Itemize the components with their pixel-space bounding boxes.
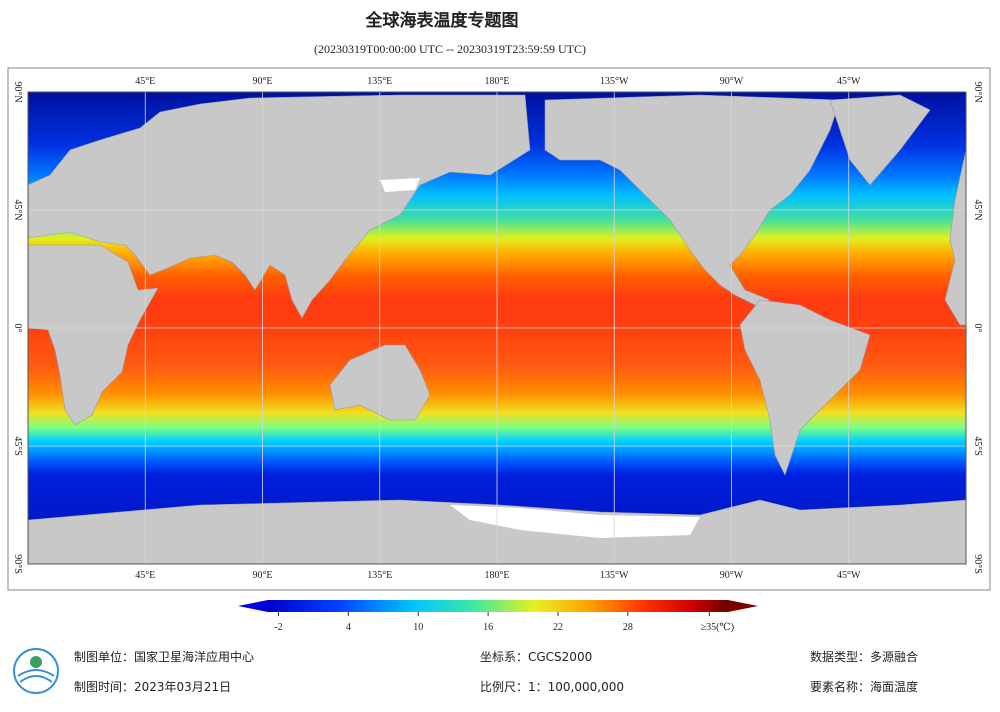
ice-shelf — [450, 505, 700, 538]
lat-label-right: 45°N — [972, 199, 983, 220]
lon-label-top: 45°E — [135, 76, 155, 87]
lon-label-top: 180°E — [484, 76, 509, 87]
outer-frame — [7, 67, 991, 591]
colorbar-tick-label: 4 — [346, 622, 351, 633]
lon-label-bottom: 45°W — [837, 570, 861, 581]
map-scale: 比例尺：1：100,000,000 — [480, 680, 624, 694]
lat-label-left: 0° — [12, 324, 23, 333]
lon-label-bottom: 135°W — [600, 570, 629, 581]
lon-label-top: 45°W — [837, 76, 861, 87]
coordinate-labels: 45°E 45°E 90°E 90°E 135°E 135°E 180°E 180°E 135°… — [12, 76, 983, 581]
lat-label-left: 90°S — [12, 554, 23, 574]
lat-label-left: 45°N — [12, 199, 23, 220]
lat-label-left: 90°N — [12, 81, 23, 102]
map-frame — [27, 91, 967, 565]
colorbar-tick-label: -2 — [274, 622, 282, 633]
colorbar-tick-label: 28 — [623, 622, 633, 633]
lat-label-right: 0° — [972, 324, 983, 333]
lon-label-bottom: 45°E — [135, 570, 155, 581]
colorbar-tick-label: ≥35(℃) — [701, 622, 734, 633]
lat-label-right: 90°N — [972, 81, 983, 102]
africa — [28, 244, 159, 426]
colorbar-low-arrow — [238, 600, 268, 612]
lon-label-top: 135°W — [600, 76, 629, 87]
map-unit: 制图单位：国家卫星海洋应用中心 — [74, 649, 254, 664]
eurasia — [28, 94, 531, 319]
coordinate-system: 坐标系：CGCS2000 — [480, 650, 592, 664]
map-area — [28, 92, 966, 564]
map-date: 制图时间：2023年03月21日 — [74, 680, 231, 694]
lon-label-top: 90°W — [720, 76, 744, 87]
lon-label-top: 90°E — [252, 76, 272, 87]
south-america — [739, 299, 871, 476]
colorbar-tick-label: 22 — [553, 622, 563, 633]
colorbar-ramp — [268, 600, 728, 612]
lon-label-bottom: 180°E — [484, 570, 509, 581]
data-type: 数据类型：多源融合 — [810, 649, 918, 664]
lon-label-bottom: 90°W — [720, 570, 744, 581]
map-title: 全球海表温度专题图 — [365, 10, 519, 31]
lat-label-right: 45°S — [972, 436, 983, 456]
graticule — [28, 92, 966, 564]
logo-waves — [17, 669, 55, 683]
lat-label-left: 45°S — [12, 436, 23, 456]
lon-label-top: 135°E — [367, 76, 392, 87]
logo-globe — [30, 656, 42, 668]
logo-ring — [13, 648, 59, 694]
greenland — [829, 94, 931, 186]
sea-ice — [380, 178, 420, 192]
element-name: 要素名称：海面温度 — [810, 679, 918, 694]
colorbar: -2 4 10 16 22 28 ≥35(℃) — [238, 600, 758, 633]
lat-label-right: 90°S — [972, 554, 983, 574]
lon-label-bottom: 135°E — [367, 570, 392, 581]
colorbar-high-arrow — [728, 600, 758, 612]
colorbar-tick-label: 10 — [413, 622, 423, 633]
lon-label-bottom: 90°E — [252, 570, 272, 581]
colorbar-ticks: -2 4 10 16 22 28 ≥35(℃) — [274, 612, 734, 633]
colorbar-tick-label: 16 — [483, 622, 493, 633]
logo — [13, 648, 59, 694]
map-subtitle: (20230319T00:00:00 UTC -- 20230319T23:59… — [314, 42, 586, 56]
west-europe-africa — [944, 149, 966, 326]
